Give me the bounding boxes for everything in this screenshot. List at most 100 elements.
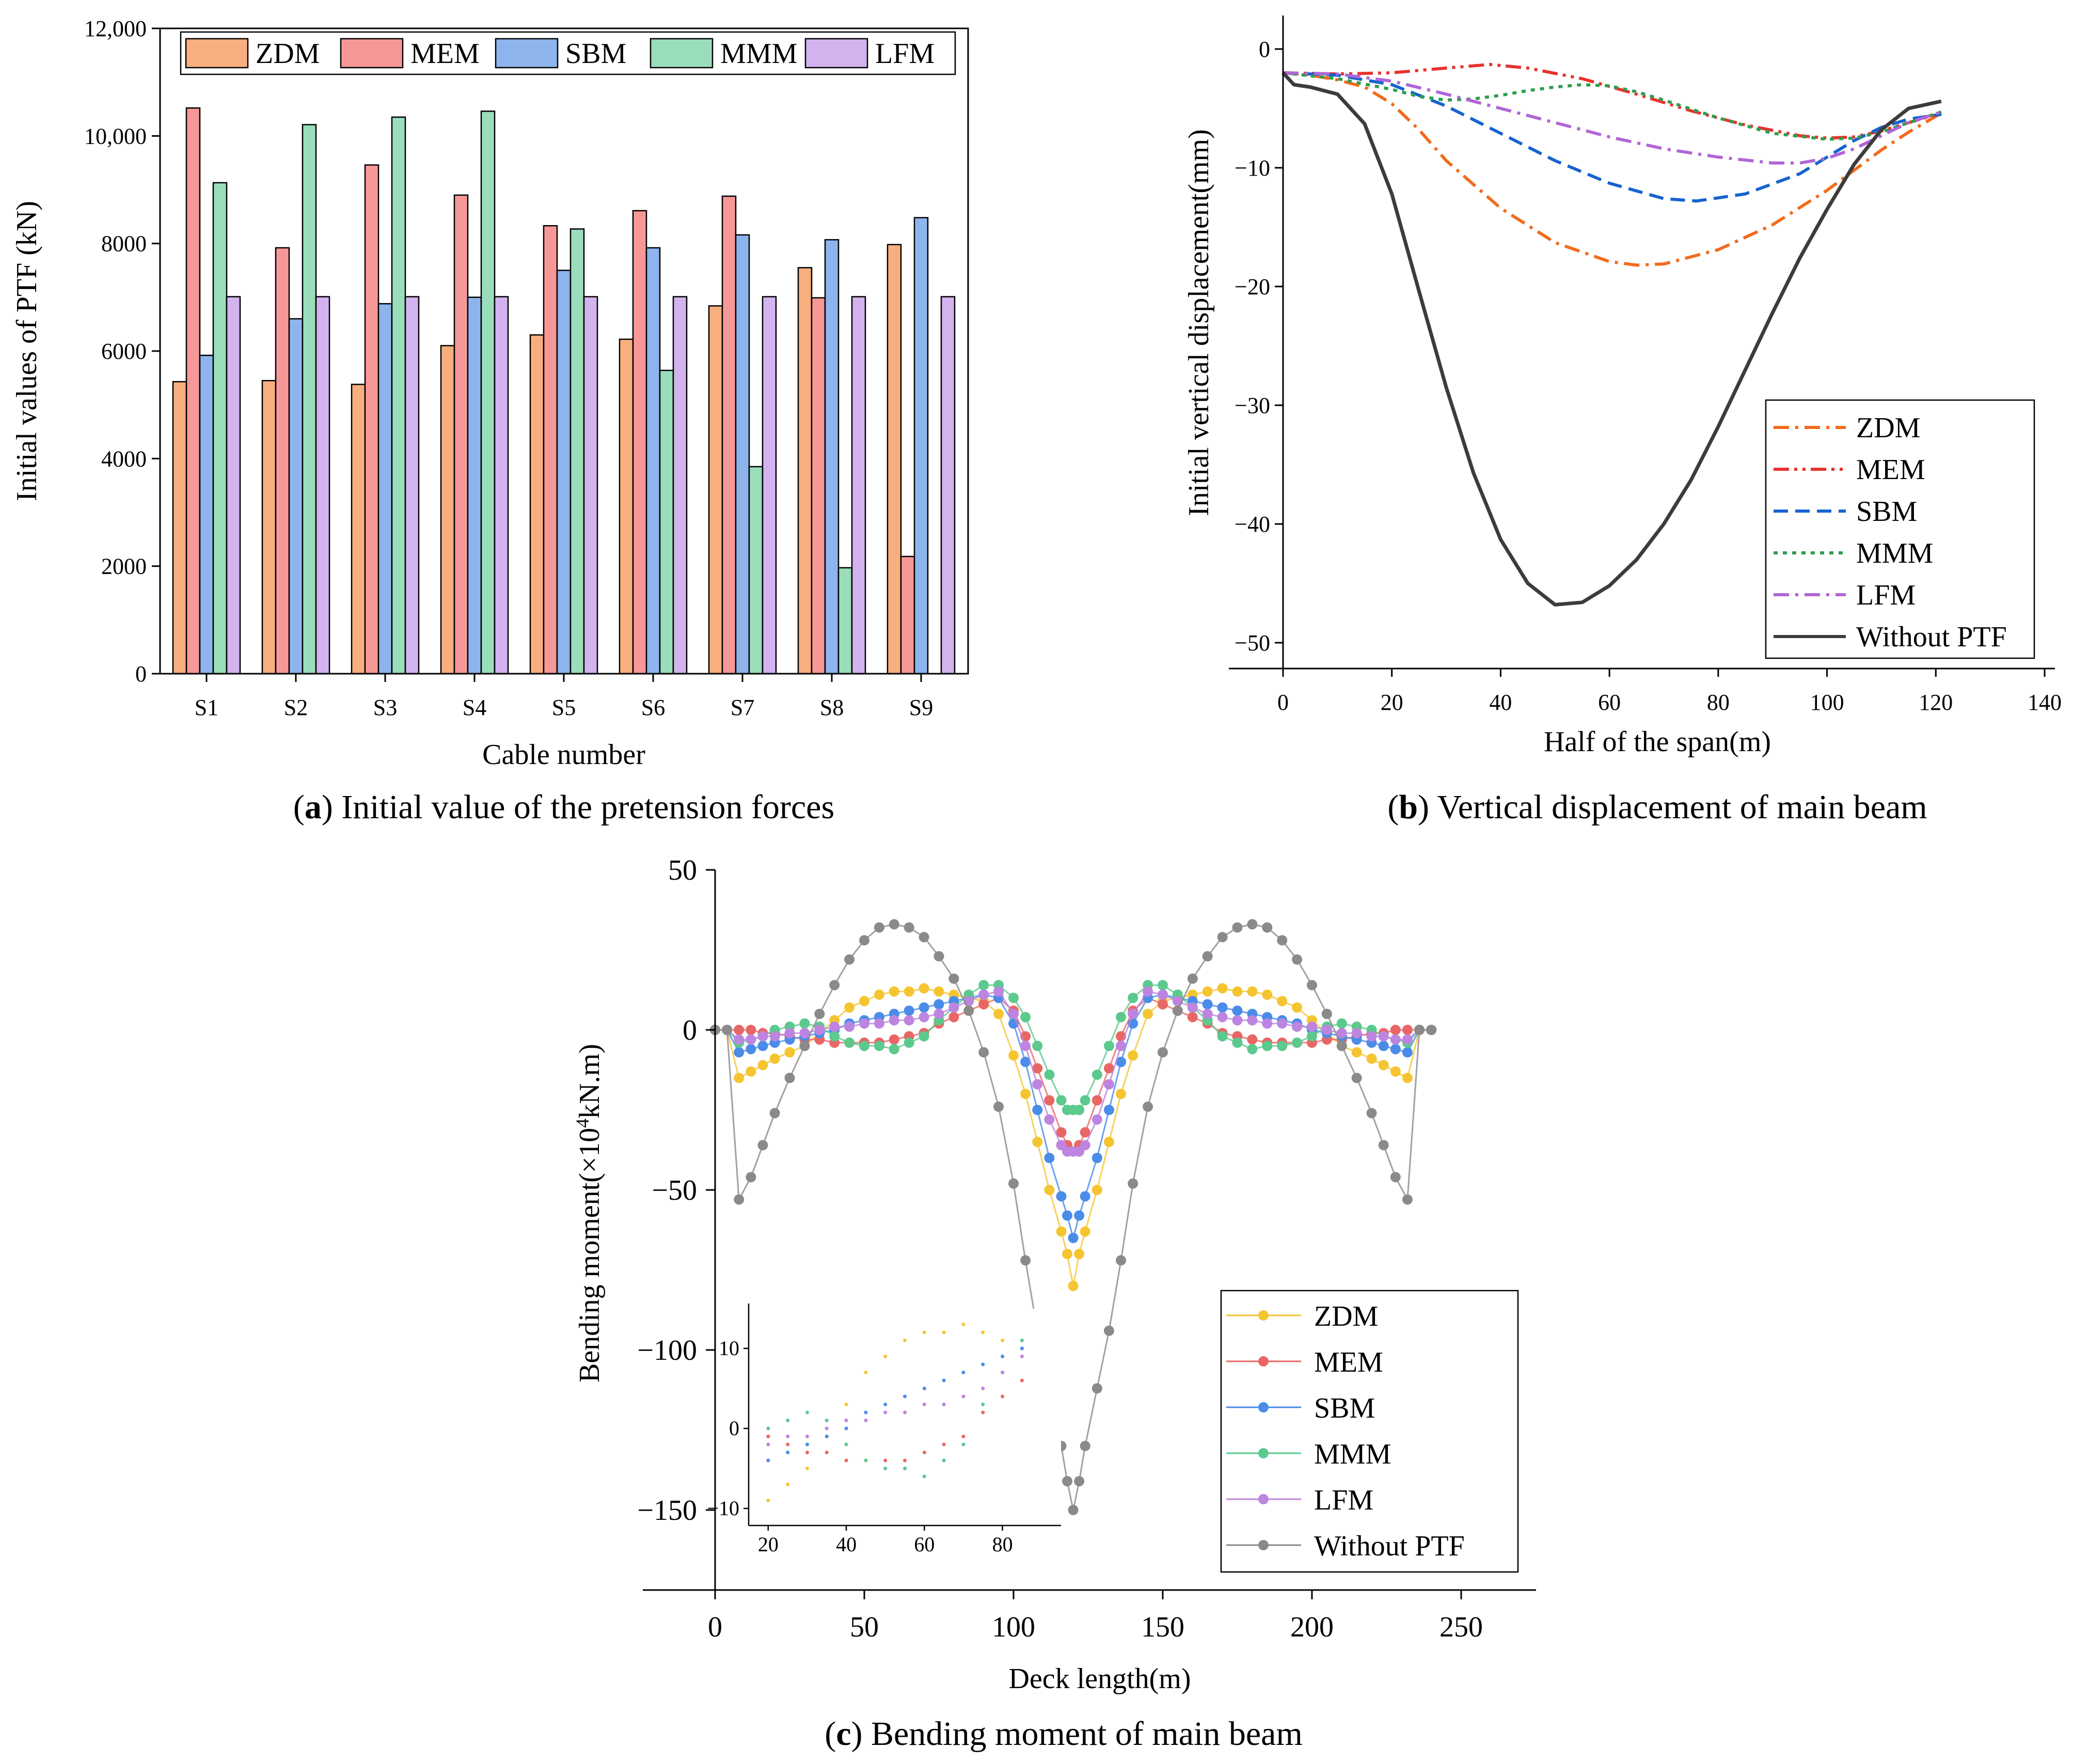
- point-without-ptf: [1202, 951, 1213, 962]
- bar-mmm-s4: [480, 110, 496, 675]
- point-lfm: [1307, 1021, 1317, 1032]
- point-without-ptf: [919, 932, 929, 943]
- line-sbm: [1283, 71, 1942, 203]
- panel-b-y-tick-label: −40: [1235, 512, 1270, 537]
- panel-c-inset-y-tick-label: 10: [719, 1337, 739, 1360]
- legend-swatch-mmm: [650, 38, 714, 69]
- point-lfm: [1202, 1009, 1213, 1019]
- bar-sbm-s3: [377, 303, 393, 675]
- point-without-ptf: [948, 973, 959, 984]
- panel-a-legend: ZDM MEM SBM MMM LFM: [180, 31, 956, 75]
- inset-point-mem: [961, 1435, 966, 1438]
- panel-c-inset-x-tick-label: 80: [992, 1533, 1013, 1556]
- inset-point-zdm: [864, 1371, 868, 1374]
- point-zdm: [1068, 1281, 1079, 1291]
- point-zdm: [1044, 1185, 1055, 1195]
- point-without-ptf: [814, 1009, 825, 1019]
- point-without-ptf: [1232, 922, 1243, 933]
- point-mem: [1032, 1063, 1043, 1074]
- bar-lfm-s7: [762, 296, 777, 675]
- point-lfm: [1187, 1002, 1198, 1013]
- inset-point-mmm: [942, 1458, 946, 1463]
- panel-c-x-tick-label: 0: [708, 1611, 722, 1643]
- panel-a-x-tick-label: S3: [373, 695, 397, 720]
- panel-c-inset: 10 0 −10 20 40 60 80: [707, 1304, 1061, 1556]
- series-lfm: [710, 986, 1437, 1157]
- inset-point-mmm: [805, 1410, 809, 1415]
- panel-c-inset-background: [749, 1309, 1061, 1525]
- bar-mmm-s6: [659, 370, 674, 675]
- inset-point-lfm: [805, 1435, 809, 1438]
- inset-point-zdm: [922, 1330, 926, 1334]
- panel-c-inset-y-ticks: 10 0 −10: [707, 1337, 749, 1520]
- inset-point-zdm: [805, 1467, 809, 1470]
- legend-label-lfm: LFM: [1856, 579, 1916, 611]
- point-zdm: [919, 983, 929, 994]
- point-without-ptf: [1366, 1108, 1377, 1119]
- panel-a-y-ticks: 0 2000 4000 6000 8000 10,000 12,000: [84, 16, 160, 687]
- inset-point-lfm: [844, 1419, 848, 1422]
- panel-b-x-tick-label: 20: [1381, 690, 1403, 715]
- panel-a-x-ticks: S1 S2 S3 S4 S5 S6 S7 S8 S9: [195, 674, 933, 720]
- panel-b-y-axis-label: Initial vertical displacement(mm): [1183, 129, 1215, 516]
- panel-c-x-tick-label: 150: [1141, 1611, 1184, 1643]
- legend-label-lfm: LFM: [1314, 1484, 1373, 1516]
- point-without-ptf: [1158, 1047, 1168, 1058]
- panel-b-lines: [1281, 62, 1942, 607]
- point-lfm: [919, 1012, 929, 1023]
- point-zdm: [1262, 989, 1273, 1000]
- point-zdm: [1366, 1053, 1377, 1064]
- inset-point-sbm: [1001, 1355, 1005, 1358]
- point-mmm: [1247, 1044, 1258, 1055]
- inset-point-sbm: [981, 1362, 985, 1366]
- inset-point-lfm: [1001, 1371, 1005, 1374]
- point-without-ptf: [1143, 1101, 1153, 1112]
- point-zdm: [746, 1066, 756, 1077]
- point-zdm: [1056, 1226, 1067, 1237]
- bar-sbm-s4: [467, 296, 482, 675]
- inset-point-mmm: [786, 1419, 790, 1422]
- point-lfm: [734, 1034, 745, 1045]
- point-without-ptf: [1091, 1383, 1102, 1394]
- point-sbm: [904, 1005, 914, 1016]
- legend-label-mmm: MMM: [720, 38, 797, 70]
- legend-label-without-ptf: Without PTF: [1314, 1530, 1465, 1562]
- line-zdm: [1283, 71, 1942, 267]
- point-without-ptf: [1247, 919, 1258, 930]
- panel-c-inset-x-tick-label: 40: [836, 1533, 857, 1556]
- point-lfm: [1128, 1009, 1138, 1019]
- legend-label-mem: MEM: [1856, 454, 1925, 486]
- inset-point-sbm: [844, 1426, 848, 1431]
- inset-point-mem: [981, 1410, 985, 1415]
- panel-a-y-tick-label: 2000: [101, 554, 147, 579]
- point-lfm: [1103, 1079, 1114, 1090]
- point-mmm: [1217, 1031, 1228, 1042]
- point-without-ptf: [1172, 1005, 1183, 1016]
- point-without-ptf: [1128, 1178, 1138, 1189]
- bar-mmm-s3: [391, 116, 406, 675]
- point-sbm: [1402, 1047, 1413, 1058]
- point-sbm: [1202, 999, 1213, 1010]
- inset-point-sbm: [903, 1394, 907, 1399]
- inset-point-sbm: [786, 1451, 790, 1454]
- panel-c-x-ticks: 0 50 100 150 200 250: [708, 1590, 1483, 1643]
- point-lfm: [1080, 1140, 1090, 1151]
- point-without-ptf: [1402, 1194, 1413, 1205]
- point-without-ptf: [1390, 1172, 1401, 1183]
- point-sbm: [1080, 1191, 1090, 1202]
- point-lfm: [1217, 1012, 1228, 1023]
- point-zdm: [1277, 996, 1288, 1007]
- bar-mem-s9: [900, 555, 915, 675]
- bar-lfm-s6: [672, 296, 688, 675]
- point-sbm: [1232, 1005, 1243, 1016]
- point-zdm: [904, 986, 914, 997]
- point-zdm: [859, 996, 869, 1007]
- panel-a-y-tick-label: 8000: [101, 231, 147, 257]
- point-lfm: [1158, 989, 1168, 1000]
- inset-point-mem: [903, 1458, 907, 1463]
- panel-b-legend: ZDM MEM SBM MMM LFM Without PTF: [1765, 399, 2035, 659]
- point-lfm: [1336, 1028, 1347, 1039]
- bar-mem-s3: [364, 164, 379, 675]
- point-mmm: [799, 1018, 810, 1029]
- panel-c-inset-x-ticks: 20 40 60 80: [758, 1525, 1013, 1556]
